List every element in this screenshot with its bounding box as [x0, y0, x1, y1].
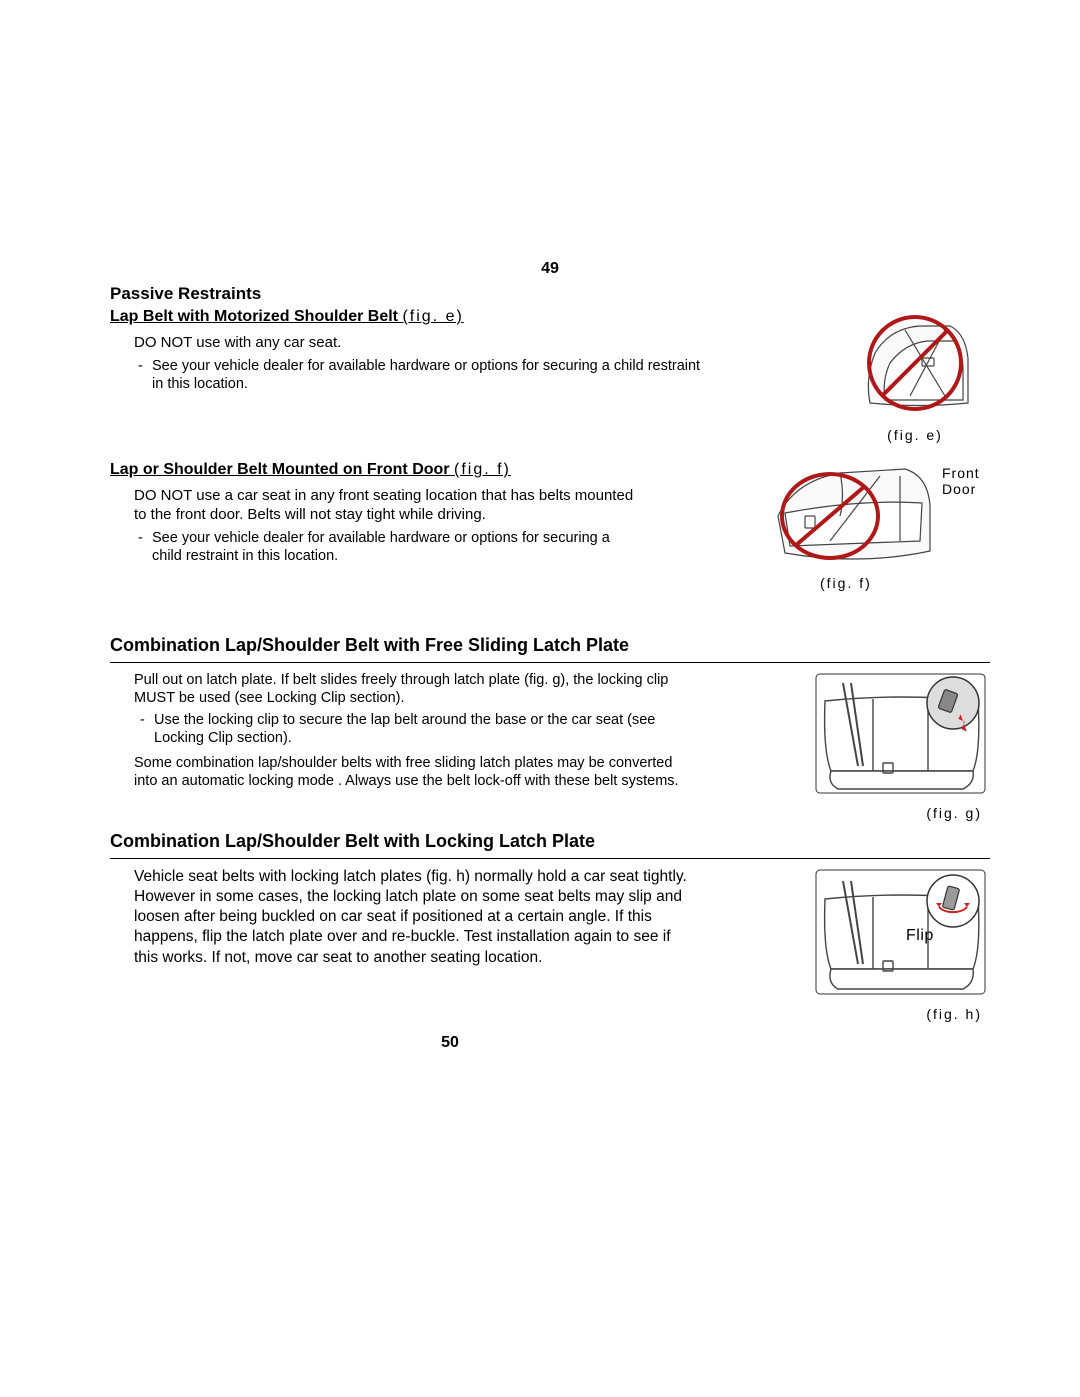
heading-f-text: Lap or Shoulder Belt Mounted on Front Do… [110, 461, 450, 478]
rule-h [110, 858, 990, 859]
heading-f-figref: (fig. f) [454, 461, 511, 478]
caption-h: (fig. h) [810, 1006, 982, 1022]
figure-g: (fig. g) [810, 671, 990, 821]
body-g2: Some combination lap/shoulder belts with… [134, 754, 694, 790]
heading-e-text: Lap Belt with Motorized Shoulder Belt [110, 308, 398, 325]
dash-icon: - [138, 529, 152, 547]
bullet-g: -Use the locking clip to secure the lap … [154, 711, 694, 747]
section-belt-front-door: Lap or Shoulder Belt Mounted on Front Do… [110, 461, 990, 591]
front-door-label: Front Door [942, 465, 980, 497]
rule-g [110, 662, 990, 663]
figure-e-svg [850, 308, 980, 418]
heading-fig-e: Lap Belt with Motorized Shoulder Belt (f… [110, 308, 710, 326]
figure-g-svg [813, 671, 988, 796]
figure-e: (fig. e) [840, 308, 990, 443]
section-locking-latch: Combination Lap/Shoulder Belt with Locki… [110, 831, 990, 1022]
document-page: 49 Passive Restraints Lap Belt with Moto… [0, 0, 1080, 1112]
page-number-top: 49 [110, 260, 990, 278]
page-number-bottom: 50 [0, 1034, 990, 1052]
heading-h: Combination Lap/Shoulder Belt with Locki… [110, 831, 990, 852]
body-g1: Pull out on latch plate. If belt slides … [134, 671, 694, 707]
heading-fig-f: Lap or Shoulder Belt Mounted on Front Do… [110, 461, 640, 479]
caption-e: (fig. e) [840, 427, 990, 443]
figure-h: Flip (fig. h) [810, 867, 990, 1022]
caption-g: (fig. g) [810, 805, 982, 821]
bullet-e: -See your vehicle dealer for available h… [152, 357, 710, 393]
section-lap-belt-motorized: Lap Belt with Motorized Shoulder Belt (f… [110, 308, 990, 443]
figure-f: Front Door (fig. f) [770, 461, 990, 591]
dash-icon: - [140, 711, 154, 729]
flip-label: Flip [906, 927, 934, 945]
body-h: Vehicle seat belts with locking latch pl… [134, 867, 694, 968]
dash-icon: - [138, 357, 152, 375]
section-free-sliding-latch: Combination Lap/Shoulder Belt with Free … [110, 635, 990, 821]
caption-f: (fig. f) [820, 575, 990, 591]
heading-g: Combination Lap/Shoulder Belt with Free … [110, 635, 990, 656]
body-f: DO NOT use a car seat in any front seati… [134, 487, 640, 525]
body-e: DO NOT use with any car seat. [134, 334, 710, 353]
figure-h-svg [813, 867, 988, 997]
bullet-f: -See your vehicle dealer for available h… [152, 529, 640, 565]
heading-e-figref: (fig. e) [402, 308, 463, 325]
figure-f-svg [770, 461, 940, 571]
main-heading: Passive Restraints [110, 284, 990, 304]
